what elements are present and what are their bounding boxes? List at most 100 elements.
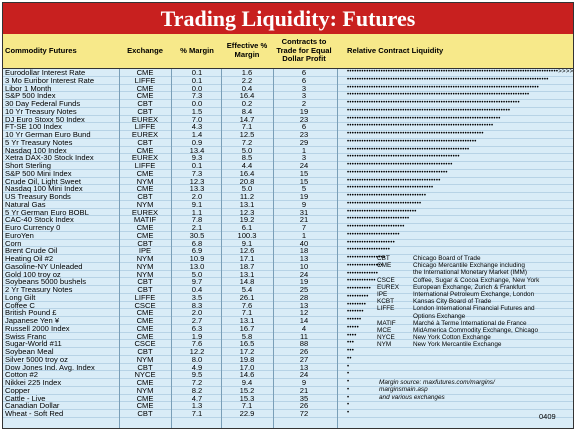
cell: CME xyxy=(136,323,154,333)
table-row: 5 Yr German Euro BOBL EUREX 1.1 12.3 31 •••••… xyxy=(3,207,573,217)
cell: 5.8 xyxy=(241,331,253,341)
liquidity-dots: • xyxy=(347,402,350,409)
cell: NYM xyxy=(136,254,154,263)
cell: 4 xyxy=(301,323,307,333)
cell: 20.8 xyxy=(239,176,255,186)
cell: 19 xyxy=(299,277,309,287)
cell: 14.6 xyxy=(239,370,255,380)
cell: 24 xyxy=(299,370,309,380)
cell: 31 xyxy=(299,207,309,217)
cell: MATIF xyxy=(133,215,157,225)
cell: CME xyxy=(136,145,154,155)
cell: 2.7 xyxy=(191,316,203,325)
liquidity-dots: •••••••••••••••••••••••••••••••••••• xyxy=(347,185,434,192)
cell: 7.3 xyxy=(191,168,203,178)
cell: 12.6 xyxy=(239,246,255,256)
cell: 7.1 xyxy=(241,308,253,318)
liquidity-dots: ••••••••••••••••••••••••••••••••••••••••… xyxy=(347,100,520,106)
cell: 10.9 xyxy=(189,254,205,263)
cell: 1 xyxy=(301,145,307,155)
source-note: and various exchanges xyxy=(379,393,445,401)
table-row: CAC-40 Stock Index MATIF 7.8 19.2 21 ••••••••… xyxy=(3,216,573,224)
cell: 6 xyxy=(301,68,307,77)
cell: 12.2 xyxy=(189,347,205,356)
cell: 16.4 xyxy=(239,168,255,178)
table-row: S&P 500 Mini Index CME 7.3 16.4 15 ••••••••••… xyxy=(3,168,573,178)
legend-name: Marché à Terme International de France xyxy=(413,319,527,327)
cell: 15.2 xyxy=(239,385,255,395)
table-row: Silver 5000 troy oz NYM 8.0 19.8 27 •• xyxy=(3,354,573,364)
cell: FT-SE 100 Index xyxy=(5,122,62,132)
cell: 11 xyxy=(300,331,308,341)
liquidity-dots: •••••••••••••••••••••••• xyxy=(347,224,405,230)
cell: CME xyxy=(136,68,154,77)
legend-code: LIFFE xyxy=(377,305,395,313)
column-header: Exchange xyxy=(127,45,163,55)
cell: Gasoline-NY Unleaded xyxy=(5,261,83,271)
cell: 16.7 xyxy=(239,323,255,333)
cell: IPE xyxy=(138,246,152,256)
cell: 6.8 xyxy=(191,238,203,248)
cell: 7.2 xyxy=(241,137,253,147)
cell: 0.1 xyxy=(191,68,203,77)
source-note: marginsmain.asp xyxy=(379,386,428,394)
cell: Corn xyxy=(5,238,22,248)
cell: CME xyxy=(136,316,154,325)
table-row: Canadian Dollar CME 1.3 7.1 26 • xyxy=(3,402,573,410)
cell: 5 Yr Treasury Notes xyxy=(5,137,73,147)
legend-name: International Petroleum Exchange, London xyxy=(413,291,535,298)
liquidity-dots: ••• xyxy=(347,348,355,354)
cell: 2.0 xyxy=(191,308,203,318)
table-row: Cotton #2 NYCE 9.5 14.6 24 • xyxy=(3,371,573,379)
table-row: Soybeans 5000 bushels CBT 9.7 14.8 19 •••••••… xyxy=(3,278,573,286)
table-row: 5 Yr Treasury Notes CBT 0.9 7.2 29 ••••••••••… xyxy=(3,137,573,147)
cell: 88 xyxy=(299,339,309,349)
cell: 26 xyxy=(299,347,309,356)
cell: LIFFE xyxy=(134,161,156,170)
cell: 19 xyxy=(299,192,309,201)
liquidity-dots: ••••••••••••••••••••••••••••••••••••••••… xyxy=(347,169,448,176)
legend-code: EUREX xyxy=(377,283,400,291)
liquidity-dots: ••••••••••••••••••••••••••••••••• xyxy=(347,193,427,199)
liquidity-dots: •••••• xyxy=(347,317,362,323)
table-row: US Treasury Bonds CBT 2.0 11.2 19 •••••••••••… xyxy=(3,193,573,201)
cell: 5.4 xyxy=(241,285,253,294)
cell: CME xyxy=(136,393,154,403)
table-row: Crude Oil, Light Sweet NYM 12.3 20.8 15 •••••… xyxy=(3,176,573,186)
cell: CAC-40 Stock Index xyxy=(5,215,74,225)
cell: 3.5 xyxy=(191,292,203,302)
cell: 10 Yr Treasury Notes xyxy=(5,106,77,116)
table-row: Wheat - Soft Red CBT 7.1 22.9 72 • xyxy=(3,410,573,418)
cell: 7.6 xyxy=(241,300,253,310)
cell: Russell 2000 Index xyxy=(5,323,70,333)
liquidity-dots: •••••••••••••••• xyxy=(347,255,386,261)
cell: 19.8 xyxy=(239,354,255,364)
cell: NYM xyxy=(136,385,154,395)
cell: 17.1 xyxy=(239,254,255,263)
table-row: Soybean Meal CBT 12.2 17.2 26 ••• xyxy=(3,348,573,356)
cell: Canadian Dollar xyxy=(5,401,60,411)
cell: 6 xyxy=(301,122,307,132)
cell: Nasdaq 100 Mini Index xyxy=(5,184,83,194)
cell: 11.2 xyxy=(239,192,255,201)
cell: 18 xyxy=(299,246,309,256)
cell: 21 xyxy=(299,385,309,395)
cell: US Treasury Bonds xyxy=(5,192,71,201)
cell: CME xyxy=(136,91,154,101)
cell: Short Sterling xyxy=(5,161,52,170)
cell: EUREX xyxy=(131,114,159,124)
cell: 0.0 xyxy=(191,83,203,93)
cell: 2 Yr Treasury Notes xyxy=(5,285,73,294)
liquidity-dots: •• xyxy=(347,355,352,362)
cell: S&P 500 Index xyxy=(5,91,56,101)
cell: 40 xyxy=(299,238,309,248)
cell: Soybeans 5000 bushels xyxy=(5,277,87,287)
cell: 6.1 xyxy=(241,223,253,232)
liquidity-dots: ••••••••••••••••••••••••••••••••••••••••… xyxy=(347,76,549,83)
cell: 1 xyxy=(301,230,307,240)
legend-code: CME xyxy=(377,262,392,270)
cell: 12.5 xyxy=(239,130,255,139)
cell: CBT xyxy=(137,362,153,372)
cell: Soybean Meal xyxy=(5,347,54,356)
cell: 5.0 xyxy=(191,269,203,279)
